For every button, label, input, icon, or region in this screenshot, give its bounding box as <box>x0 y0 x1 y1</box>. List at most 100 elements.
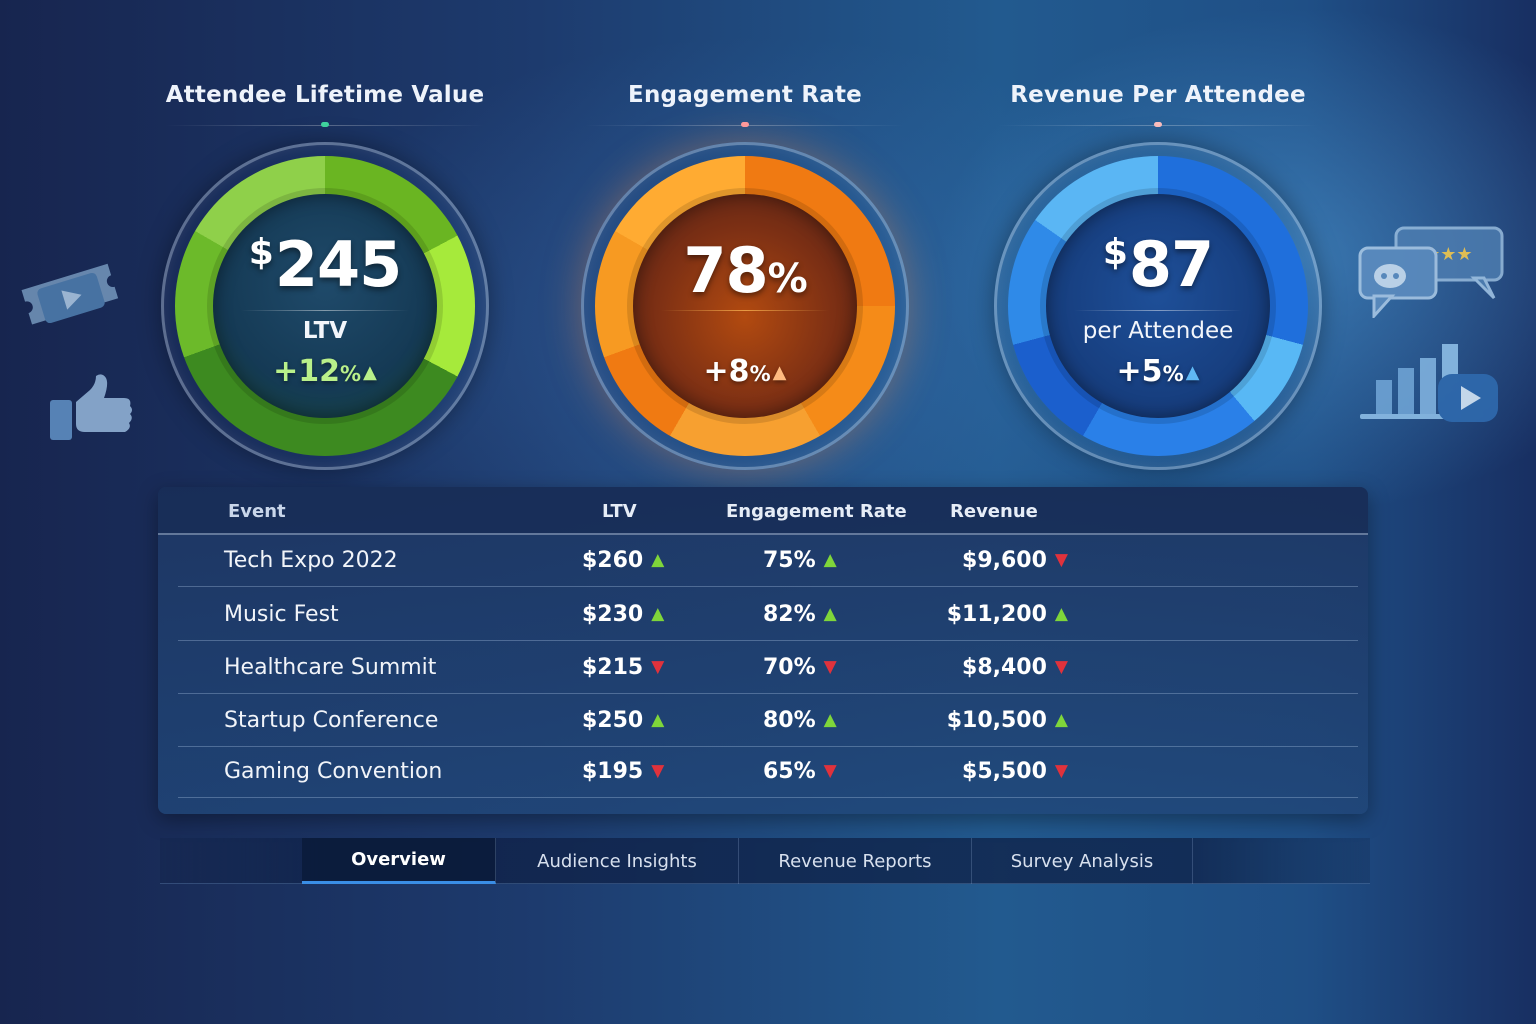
trend-up-icon: ▲ <box>651 604 665 624</box>
currency-symbol: $ <box>1102 232 1128 273</box>
value-number: 78 <box>683 234 768 307</box>
change-value: +8 <box>703 354 750 389</box>
row-divider <box>178 586 1358 587</box>
revenue-gauge: $87 per Attendee +5% ▲ <box>994 142 1322 470</box>
trend-down-icon: ▼ <box>1054 550 1068 570</box>
event-name-cell-value: Healthcare Summit <box>224 655 437 680</box>
revenue-cell-value: $5,500 <box>962 759 1047 784</box>
review-chat-stars-icon: ★★★★ <box>1358 226 1504 318</box>
event-name-cell: Music Fest <box>224 602 339 627</box>
revenue-cell-value: $10,500 <box>946 708 1047 733</box>
trend-up-icon: ▲ <box>651 550 665 570</box>
kpi-title: Attendee Lifetime Value <box>165 82 485 108</box>
column-header-event[interactable]: Event <box>228 501 286 522</box>
table-row[interactable]: Healthcare Summit $215 ▼ 70% ▼ $8,400 ▼ <box>158 642 1368 694</box>
event-name-cell: Gaming Convention <box>224 759 442 784</box>
trend-down-icon: ▼ <box>823 657 837 677</box>
tab-bar: Overview Audience Insights Revenue Repor… <box>160 838 1370 884</box>
event-name-cell: Tech Expo 2022 <box>224 548 398 573</box>
engagement-cell-value: 70% <box>763 655 816 680</box>
change-value: +12 <box>273 354 340 389</box>
engagement-cell-value: 82% <box>763 602 816 627</box>
tab-revenue-reports[interactable]: Revenue Reports <box>739 838 972 884</box>
tab-label: Survey Analysis <box>1010 850 1154 872</box>
ltv-cell-value: $260 <box>582 548 644 573</box>
ltv-cell: $260 ▲ <box>582 548 664 573</box>
ltv-cell: $195 ▼ <box>582 759 664 784</box>
gauge-outer-ring <box>994 142 1322 470</box>
revenue-cell: $9,600 ▼ <box>962 548 1068 573</box>
ltv-cell-value: $230 <box>582 602 644 627</box>
table-row[interactable]: Music Fest $230 ▲ 82% ▲ $11,200 ▲ <box>158 589 1368 641</box>
kpi-engagement-rate: Engagement Rate 78% +8% ▲ <box>535 70 955 470</box>
gauge-outer-ring <box>581 142 909 470</box>
change-unit: % <box>749 362 771 386</box>
ltv-gauge: $245 LTV +12% ▲ <box>161 142 489 470</box>
engagement-cell-value: 80% <box>763 708 816 733</box>
kpi-label: LTV <box>302 318 348 344</box>
gauge-center <box>633 194 857 418</box>
tab-overview[interactable]: Overview <box>302 838 496 884</box>
engagement-cell: 80% ▲ <box>763 708 837 733</box>
revenue-cell: $5,500 ▼ <box>962 759 1068 784</box>
table-row[interactable]: Startup Conference $250 ▲ 80% ▲ $10,500 ▲ <box>158 695 1368 747</box>
trend-down-icon: ▼ <box>1054 761 1068 781</box>
gauge-center <box>1046 194 1270 418</box>
trend-up-icon: ▲ <box>1185 362 1200 383</box>
revenue-cell: $8,400 ▼ <box>962 655 1068 680</box>
row-divider <box>178 640 1358 641</box>
engagement-cell: 75% ▲ <box>763 548 837 573</box>
kpi-value: $245 <box>161 234 489 296</box>
ltv-cell-value: $215 <box>582 655 644 680</box>
kpi-value: 78% <box>581 240 909 302</box>
engagement-cell-value: 75% <box>763 548 816 573</box>
engagement-cell: 70% ▼ <box>763 655 837 680</box>
event-name-cell-value: Startup Conference <box>224 708 439 733</box>
trend-up-icon: ▲ <box>823 604 837 624</box>
kpi-value: $87 <box>994 234 1322 296</box>
events-table: Event LTV Engagement Rate Revenue Tech E… <box>158 487 1368 814</box>
tab-audience-insights[interactable]: Audience Insights <box>496 838 739 884</box>
change-value: +5 <box>1116 354 1163 389</box>
row-divider <box>178 746 1358 747</box>
revenue-cell-value: $8,400 <box>962 655 1047 680</box>
kpi-attendee-lifetime-value: Attendee Lifetime Value $245 LTV +12% ▲ <box>115 70 535 470</box>
ltv-cell: $215 ▼ <box>582 655 664 680</box>
tab-label: Revenue Reports <box>778 850 932 872</box>
kpi-title: Engagement Rate <box>628 82 862 108</box>
table-row[interactable]: Tech Expo 2022 $260 ▲ 75% ▲ $9,600 ▼ <box>158 535 1368 587</box>
event-name-cell: Healthcare Summit <box>224 655 436 680</box>
column-header-engagement[interactable]: Engagement Rate <box>726 501 907 522</box>
ltv-cell-value: $250 <box>582 708 644 733</box>
kpi-title: Revenue Per Attendee <box>1010 82 1306 108</box>
tab-survey-analysis[interactable]: Survey Analysis <box>972 838 1193 884</box>
gauge-center <box>213 194 437 418</box>
event-name-cell: Startup Conference <box>224 708 438 733</box>
event-name-cell-value: Music Fest <box>224 602 339 627</box>
value-number: 245 <box>274 228 402 301</box>
engagement-cell: 82% ▲ <box>763 602 837 627</box>
event-name-cell-value: Tech Expo 2022 <box>224 548 398 573</box>
engagement-cell-value: 65% <box>763 759 816 784</box>
revenue-cell-value: $11,200 <box>946 602 1047 627</box>
change-unit: % <box>1162 362 1184 386</box>
ltv-cell: $250 ▲ <box>582 708 664 733</box>
revenue-cell: $11,200 ▲ <box>947 602 1068 627</box>
ticket-play-icon <box>21 263 119 325</box>
trend-down-icon: ▼ <box>651 761 665 781</box>
column-header-ltv[interactable]: LTV <box>602 501 637 522</box>
column-header-revenue[interactable]: Revenue <box>950 501 1038 522</box>
trend-down-icon: ▼ <box>651 657 665 677</box>
engagement-gauge: 78% +8% ▲ <box>581 142 909 470</box>
tab-label: Audience Insights <box>537 850 697 872</box>
value-number: 87 <box>1128 228 1214 301</box>
revenue-cell-value: $9,600 <box>962 548 1047 573</box>
thumbs-up-icon <box>50 374 132 440</box>
trend-up-icon: ▲ <box>1054 604 1068 624</box>
kpi-change: +5% ▲ <box>994 354 1322 389</box>
trend-up-icon: ▲ <box>1054 710 1068 730</box>
tab-label: Overview <box>351 849 446 870</box>
trend-down-icon: ▼ <box>823 761 837 781</box>
table-row[interactable]: Gaming Convention $195 ▼ 65% ▼ $5,500 ▼ <box>158 746 1368 798</box>
